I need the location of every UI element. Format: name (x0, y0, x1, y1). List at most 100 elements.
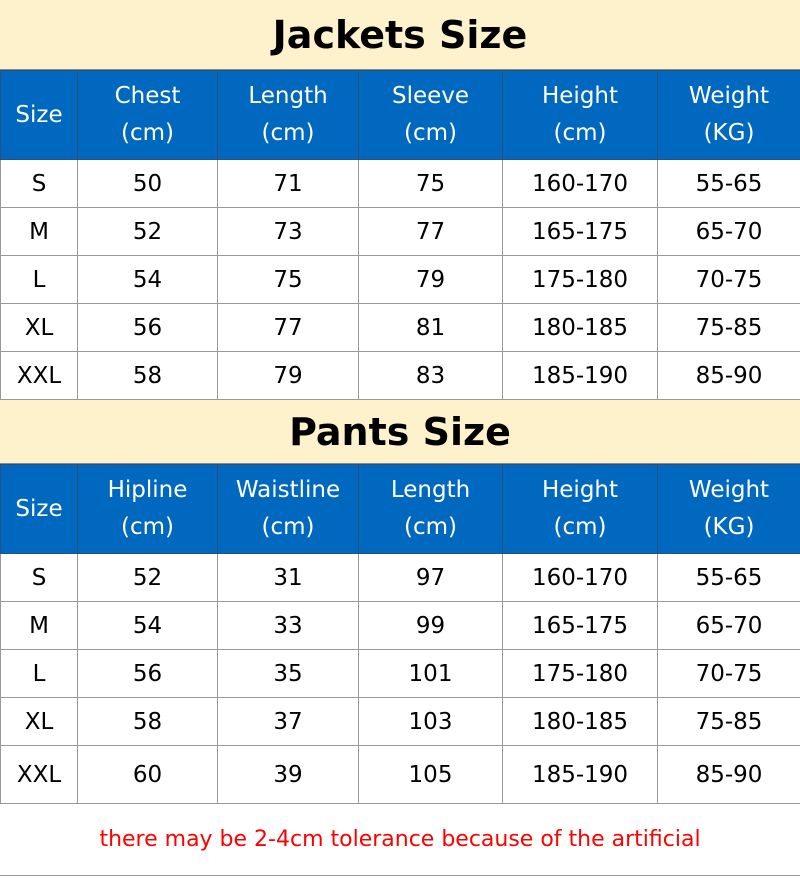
table-cell: S (0, 159, 78, 208)
header-line: (KG) (703, 120, 755, 146)
table-cell: 54 (77, 255, 218, 304)
column-header: Length (cm) (358, 464, 503, 554)
header-line: (cm) (121, 514, 174, 540)
column-header: Sleeve (cm) (358, 70, 503, 160)
table-cell: 77 (358, 207, 503, 256)
table-cell: 77 (217, 303, 359, 352)
column-header: Weight (KG) (657, 464, 800, 554)
table-cell: 75-85 (657, 303, 800, 352)
table-row: XXL 60 39 105 185-190 85-90 (0, 745, 800, 804)
table-cell: 37 (217, 697, 359, 746)
table-row: L 56 35 101 175-180 70-75 (0, 649, 800, 698)
column-header: Hipline (cm) (77, 464, 218, 554)
table-cell: 97 (358, 553, 503, 602)
header-line: (cm) (261, 514, 315, 540)
table-cell: 52 (77, 207, 218, 256)
header-line: (cm) (553, 120, 607, 146)
table-cell: 35 (217, 649, 359, 698)
table-cell: 31 (217, 553, 359, 602)
table-cell: 55-65 (657, 553, 800, 602)
table-cell: 56 (77, 303, 218, 352)
table-cell: 83 (358, 351, 503, 400)
column-header: Length (cm) (217, 70, 359, 160)
table-cell: 75-85 (657, 697, 800, 746)
table-cell: S (0, 553, 78, 602)
column-header: Waistline (cm) (217, 464, 359, 554)
header-line: Height (541, 83, 619, 109)
table-cell: 175-180 (502, 255, 658, 304)
header-line: (cm) (261, 120, 315, 146)
table-cell: 175-180 (502, 649, 658, 698)
table-cell: 85-90 (657, 351, 800, 400)
table-row: M 52 73 77 165-175 65-70 (0, 207, 800, 256)
table-cell: 39 (217, 745, 359, 804)
header-line: (cm) (404, 120, 457, 146)
table-cell: 52 (77, 553, 218, 602)
pants-title: Pants Size (0, 400, 800, 464)
table-cell: 99 (358, 601, 503, 650)
table-cell: 165-175 (502, 601, 658, 650)
table-cell: 75 (358, 159, 503, 208)
table-row: XL 58 37 103 180-185 75-85 (0, 697, 800, 746)
header-line: Waistline (235, 477, 341, 503)
table-cell: L (0, 649, 78, 698)
table-cell: M (0, 601, 78, 650)
header-line: Height (541, 477, 619, 503)
header-line: (cm) (553, 514, 607, 540)
column-header: Height (cm) (502, 70, 658, 160)
header-line: Length (248, 83, 328, 109)
table-cell: L (0, 255, 78, 304)
table-cell: 180-185 (502, 697, 658, 746)
table-cell: 185-190 (502, 351, 658, 400)
header-row: Size Hipline (cm) Waistline (cm) Length (cm) He… (0, 464, 800, 554)
table-cell: 160-170 (502, 553, 658, 602)
table-cell: M (0, 207, 78, 256)
table-row: S 50 71 75 160-170 55-65 (0, 159, 800, 208)
table-cell: 79 (217, 351, 359, 400)
table-row: L 54 75 79 175-180 70-75 (0, 255, 800, 304)
table-cell: 160-170 (502, 159, 658, 208)
table-cell: 101 (358, 649, 503, 698)
table-cell: 58 (77, 351, 218, 400)
pants-size-table: Size Hipline (cm) Waistline (cm) Length (cm) He… (0, 464, 800, 804)
column-header: Height (cm) (502, 464, 658, 554)
jackets-size-table: Size Chest (cm) Length (cm) Sleeve (cm) Height (… (0, 70, 800, 400)
table-cell: 55-65 (657, 159, 800, 208)
header-line: Weight (688, 83, 770, 109)
column-header: Chest (cm) (77, 70, 218, 160)
tolerance-note: there may be 2-4cm tolerance because of … (0, 804, 800, 876)
header-line: Chest (114, 83, 181, 109)
header-line: Hipline (107, 477, 188, 503)
header-line: (cm) (404, 514, 457, 540)
column-header: Size (0, 464, 78, 554)
table-cell: 103 (358, 697, 503, 746)
table-cell: 65-70 (657, 207, 800, 256)
table-cell: 105 (358, 745, 503, 804)
table-cell: 73 (217, 207, 359, 256)
header-line: Weight (688, 477, 770, 503)
header-line: Length (390, 477, 471, 503)
table-cell: 70-75 (657, 255, 800, 304)
table-cell: 54 (77, 601, 218, 650)
table-cell: 60 (77, 745, 218, 804)
table-row: XXL 58 79 83 185-190 85-90 (0, 351, 800, 400)
table-row: XL 56 77 81 180-185 75-85 (0, 303, 800, 352)
column-header: Size (0, 70, 78, 160)
table-row: S 52 31 97 160-170 55-65 (0, 553, 800, 602)
table-cell: 70-75 (657, 649, 800, 698)
header-line: (cm) (121, 120, 174, 146)
header-row: Size Chest (cm) Length (cm) Sleeve (cm) Height (… (0, 70, 800, 160)
table-cell: 33 (217, 601, 359, 650)
table-row: M 54 33 99 165-175 65-70 (0, 601, 800, 650)
table-cell: XXL (0, 351, 78, 400)
table-cell: XL (0, 303, 78, 352)
table-cell: 81 (358, 303, 503, 352)
table-cell: 185-190 (502, 745, 658, 804)
table-cell: 71 (217, 159, 359, 208)
table-cell: 50 (77, 159, 218, 208)
table-cell: 85-90 (657, 745, 800, 804)
table-cell: 180-185 (502, 303, 658, 352)
table-cell: 58 (77, 697, 218, 746)
table-cell: XXL (0, 745, 78, 804)
header-line: Size (15, 101, 63, 128)
